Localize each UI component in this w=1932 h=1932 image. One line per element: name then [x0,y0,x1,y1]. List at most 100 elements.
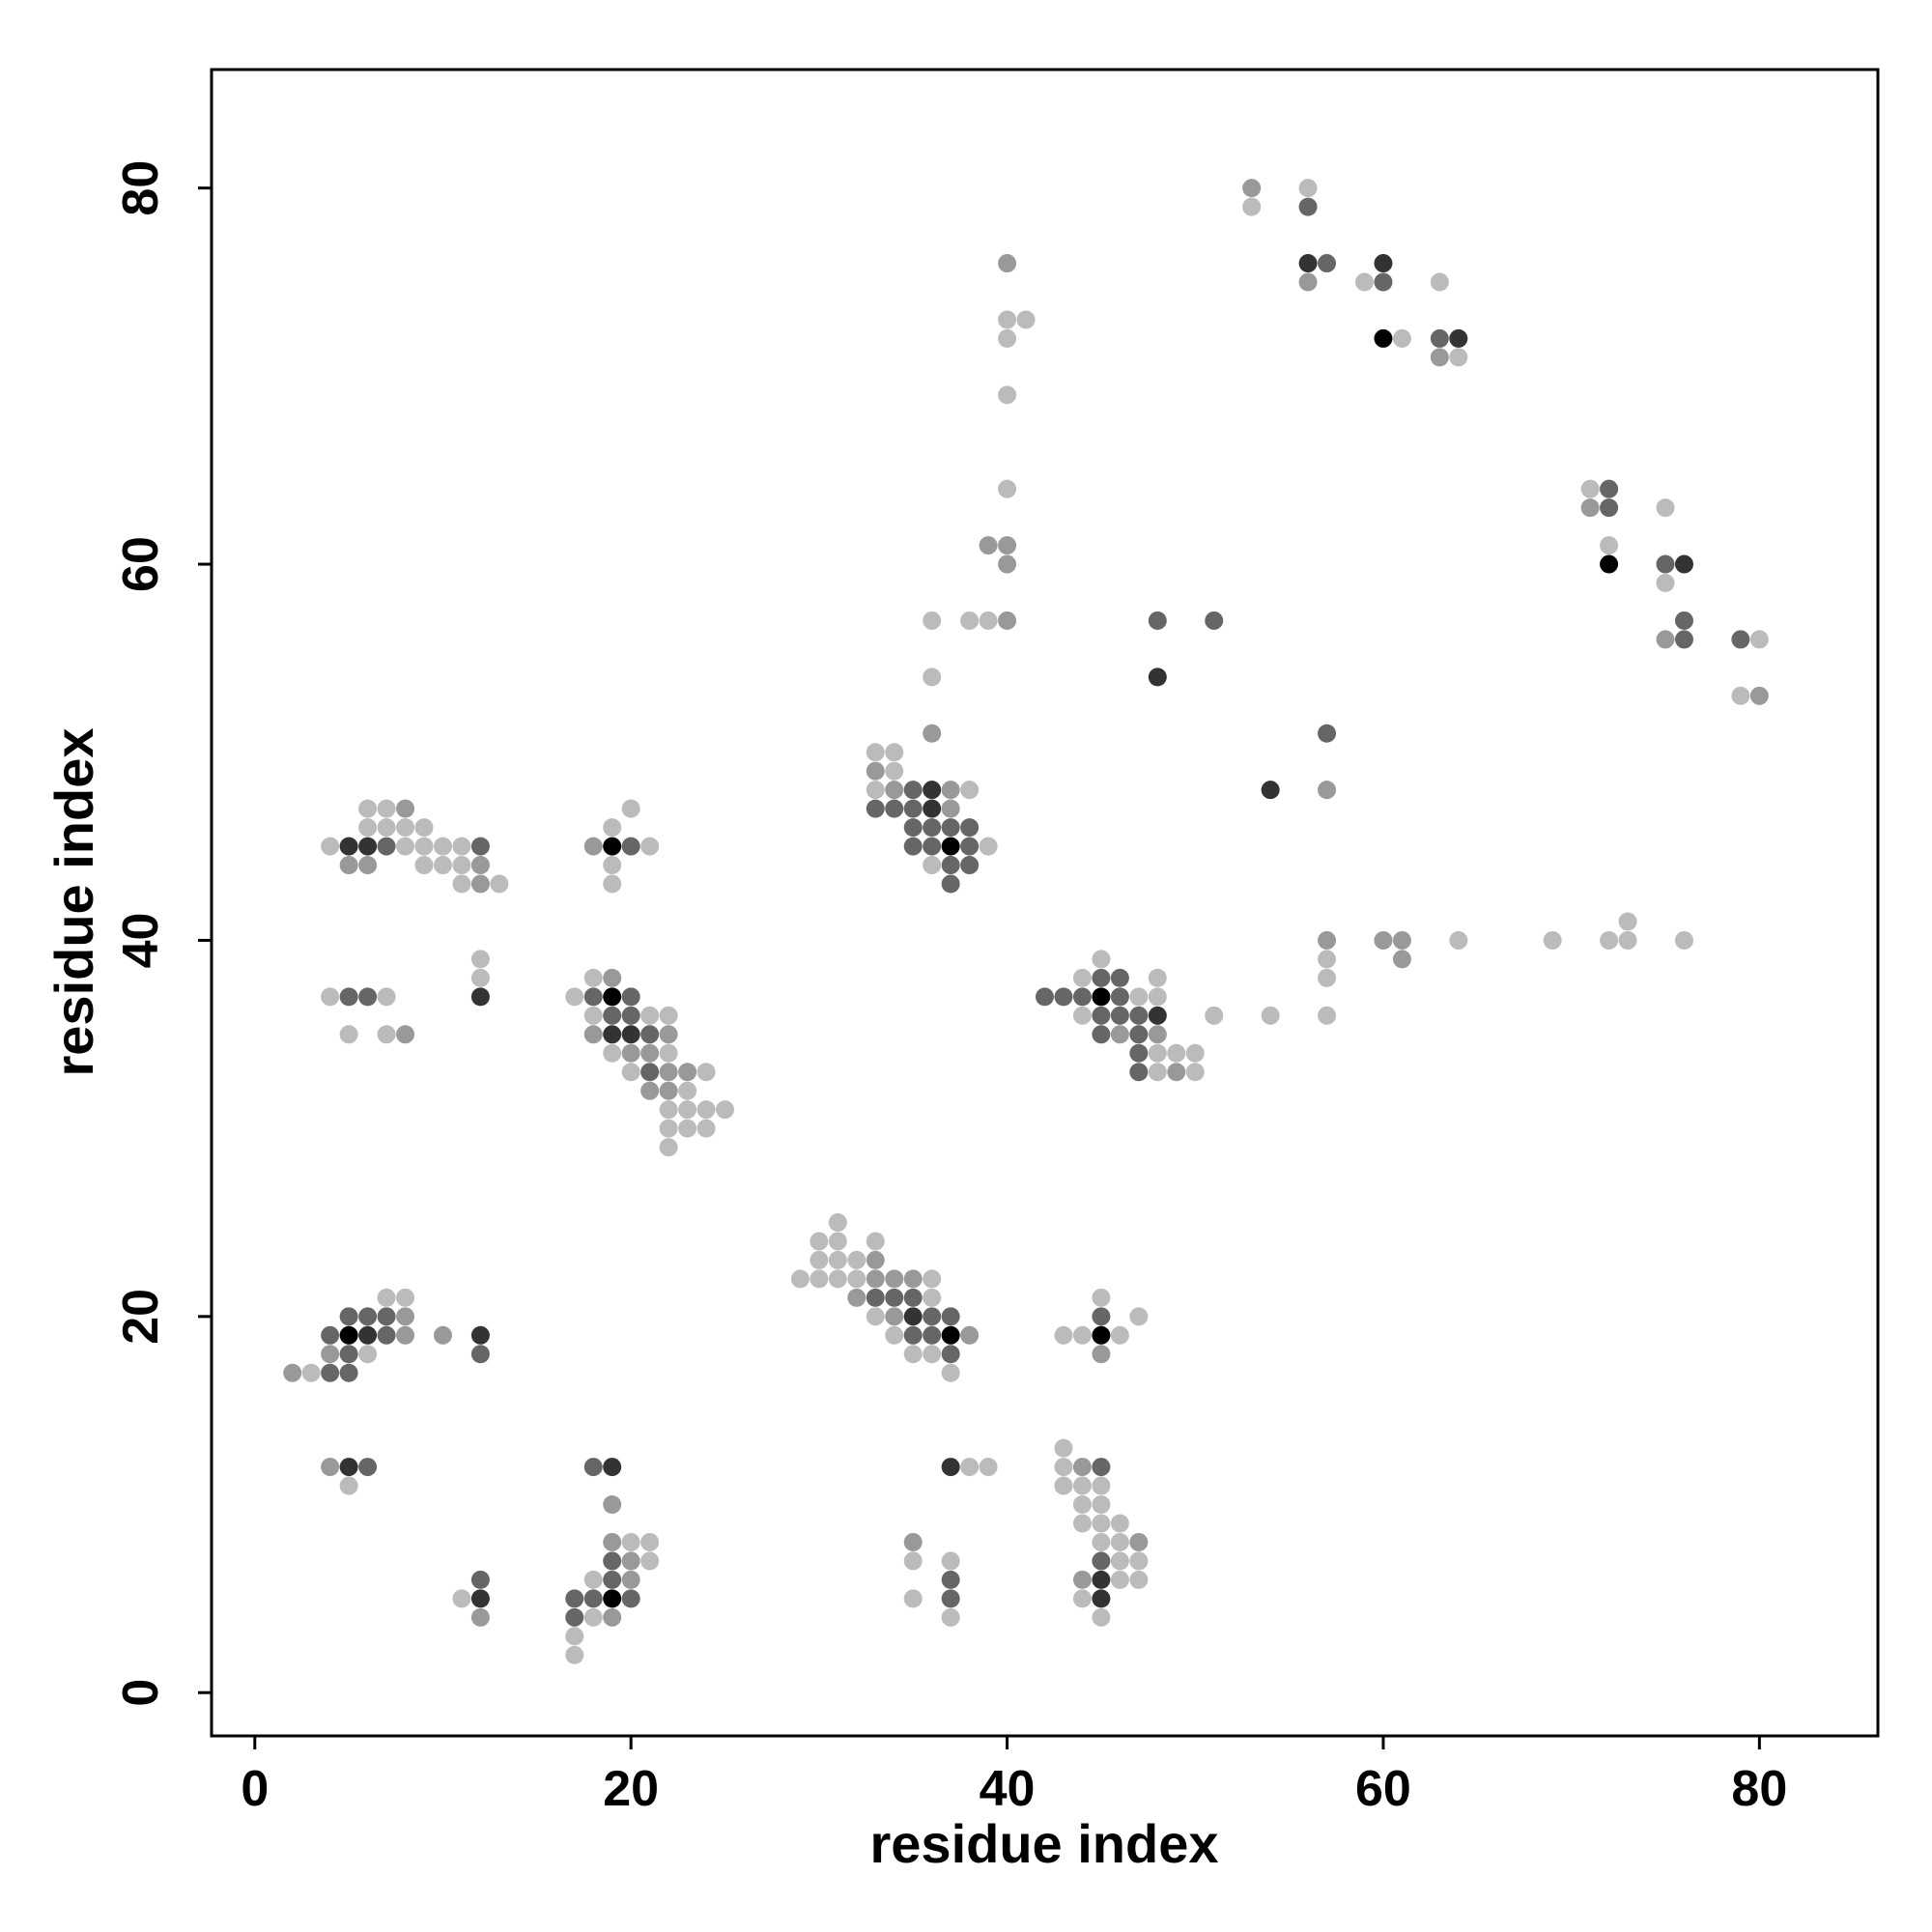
data-point [885,799,904,818]
data-point [941,874,960,894]
data-point [1072,1476,1092,1495]
data-point [433,856,452,875]
data-point [847,1288,867,1307]
data-point [1148,1025,1167,1044]
data-point [470,968,490,987]
data-point [358,1345,378,1364]
data-point [1600,498,1619,518]
data-point [1148,668,1167,687]
data-point [960,1458,980,1477]
data-point [678,1063,697,1082]
data-point [923,611,942,630]
data-point [396,1325,415,1345]
data-point [339,1325,358,1345]
data-point [1618,912,1637,931]
data-point [1242,197,1262,216]
data-point [1036,987,1054,1007]
data-point [923,1345,942,1364]
data-point [903,1345,923,1364]
data-point [1110,1551,1129,1571]
data-point [923,837,942,856]
data-point [866,761,885,781]
data-point [828,1212,847,1232]
data-point [866,1307,885,1326]
data-point [960,856,980,875]
data-point [1072,1570,1092,1589]
data-point [941,1570,960,1589]
data-point [998,328,1017,348]
data-point [1092,1570,1111,1589]
y-tick-label: 80 [113,160,169,216]
data-point [470,1325,490,1345]
data-point [603,1043,622,1063]
data-point [603,1495,622,1515]
data-point [1072,1589,1092,1608]
data-point [470,987,490,1007]
data-point [828,1269,847,1289]
data-point [1092,1589,1111,1608]
data-point [640,1043,660,1063]
data-point [960,837,980,856]
data-point [470,1607,490,1627]
data-point [603,856,622,875]
data-point [321,1363,340,1382]
data-point [866,743,885,762]
data-point [377,987,396,1007]
data-point [1731,630,1750,649]
data-point [583,1458,603,1477]
data-point [923,781,942,800]
data-point [1054,1458,1073,1477]
data-point [1374,328,1393,348]
data-point [1261,1006,1280,1025]
data-point [678,1100,697,1120]
data-point [470,856,490,875]
data-point [1110,1570,1129,1589]
data-point [583,837,603,856]
data-point [396,1307,415,1326]
data-point [603,1551,622,1571]
data-point [621,1551,640,1571]
data-point [1656,574,1675,593]
data-point [923,724,942,743]
data-point [621,987,640,1007]
data-point [885,1325,904,1345]
data-point [847,1250,867,1269]
data-point [659,1025,678,1044]
data-point [810,1269,829,1289]
data-point [1129,1043,1149,1063]
data-point [339,1345,358,1364]
data-point [1185,1043,1205,1063]
data-point [885,1307,904,1326]
data-point [1318,781,1337,800]
data-point [396,1025,415,1044]
data-point [659,1043,678,1063]
data-point [941,1345,960,1364]
y-tick-label: 20 [113,1289,169,1345]
data-point [1016,310,1036,329]
data-point [885,761,904,781]
data-point [377,799,396,818]
data-point [885,1269,904,1289]
data-point [565,1627,584,1646]
data-point [358,1458,378,1477]
data-point [941,856,960,875]
data-point [1449,348,1468,367]
data-point [1092,1532,1111,1551]
data-point [923,1288,942,1307]
data-point [283,1363,302,1382]
data-point [1674,611,1693,630]
data-point [866,1288,885,1307]
data-point [923,1307,942,1326]
data-point [621,1589,640,1608]
data-point [621,837,640,856]
data-point [998,310,1017,329]
data-point [1242,179,1262,198]
data-point [1092,1325,1111,1345]
data-point [621,1063,640,1082]
data-point [452,856,471,875]
data-point [979,837,998,856]
data-point [339,837,358,856]
data-point [1092,950,1111,969]
data-point [339,1025,358,1044]
data-point [1205,1006,1224,1025]
